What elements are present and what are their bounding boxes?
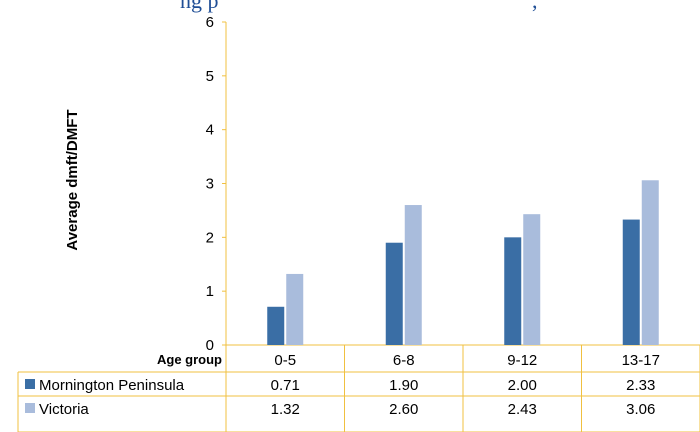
data-label: 2.43 (508, 401, 537, 418)
data-label: 3.06 (626, 401, 655, 418)
bar-victoria-0-5 (286, 273, 304, 345)
y-tick-label: 6 (206, 14, 214, 31)
bar-victoria-9-12 (523, 214, 541, 345)
data-label: 2.33 (626, 377, 655, 394)
y-axis (222, 21, 227, 346)
data-label: 2.60 (389, 401, 418, 418)
bar-mornington-peninsula-6-8 (385, 242, 403, 345)
data-table: Age group 0-5 6-8 9-12 13-17 Mornington Penin… (25, 352, 660, 418)
bar-victoria-6-8 (404, 205, 422, 345)
legend-key-mornington-peninsula (25, 379, 35, 389)
data-label: 1.32 (271, 401, 300, 418)
y-tick-label: 3 (206, 176, 214, 193)
bar-mornington-peninsula-13-17 (622, 219, 640, 345)
legend-key-victoria (25, 403, 35, 413)
bar-victoria-13-17 (641, 180, 659, 345)
data-label: 1.90 (389, 377, 418, 394)
y-tick-label: 2 (206, 229, 214, 246)
data-label: 2.00 (508, 377, 537, 394)
x-axis-label: Age group (157, 352, 222, 367)
legend-label-victoria: Victoria (39, 401, 89, 418)
chart-title-right: , (532, 0, 538, 13)
bars (267, 180, 659, 345)
category-label: 9-12 (507, 352, 537, 369)
bar-mornington-peninsula-0-5 (267, 306, 285, 345)
y-tick-label: 5 (206, 68, 214, 85)
bar-mornington-peninsula-9-12 (504, 237, 522, 345)
table-grid (17, 344, 700, 432)
category-label: 0-5 (274, 352, 296, 369)
y-tick-labels: 0 1 2 3 4 5 6 (206, 14, 214, 354)
y-tick-label: 4 (206, 122, 214, 139)
y-axis-label: Average dmft/DMFT (64, 109, 81, 250)
legend-label-mornington-peninsula: Mornington Peninsula (39, 377, 185, 394)
data-label: 0.71 (271, 377, 300, 394)
category-label: 6-8 (393, 352, 415, 369)
category-label: 13-17 (622, 352, 660, 369)
y-tick-label: 0 (206, 337, 214, 354)
chart-title-left: ng p (180, 0, 219, 13)
y-tick-label: 1 (206, 283, 214, 300)
